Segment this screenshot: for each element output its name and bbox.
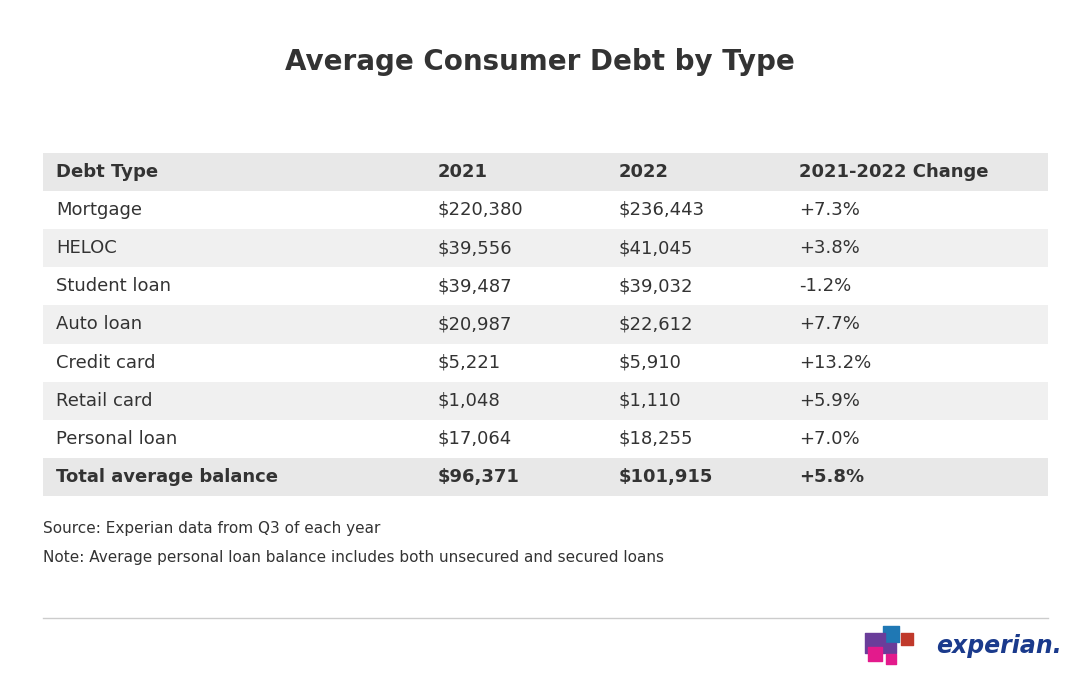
Bar <box>43 420 1048 458</box>
Text: +13.2%: +13.2% <box>799 354 872 371</box>
Text: 2021: 2021 <box>437 163 488 180</box>
Text: Mortgage: Mortgage <box>56 201 143 219</box>
Text: $220,380: $220,380 <box>437 201 524 219</box>
Bar <box>43 191 1048 229</box>
Text: $41,045: $41,045 <box>619 239 693 257</box>
Text: Auto loan: Auto loan <box>56 316 143 333</box>
Point <box>882 628 900 639</box>
Text: +5.9%: +5.9% <box>799 392 861 409</box>
Bar <box>43 267 1048 305</box>
Text: $39,487: $39,487 <box>437 278 512 295</box>
Text: HELOC: HELOC <box>56 239 117 257</box>
Text: 2021-2022 Change: 2021-2022 Change <box>799 163 989 180</box>
Text: Retail card: Retail card <box>56 392 152 409</box>
Text: $39,032: $39,032 <box>619 278 693 295</box>
Text: Source: Experian data from Q3 of each year: Source: Experian data from Q3 of each ye… <box>43 520 380 536</box>
Text: $5,910: $5,910 <box>619 354 681 371</box>
Text: Total average balance: Total average balance <box>56 468 279 486</box>
Text: Average Consumer Debt by Type: Average Consumer Debt by Type <box>285 49 795 76</box>
Text: +7.7%: +7.7% <box>799 316 861 333</box>
Point <box>899 634 916 645</box>
Text: +7.3%: +7.3% <box>799 201 861 219</box>
Point <box>882 642 900 653</box>
Bar <box>43 458 1048 496</box>
Text: -1.2%: -1.2% <box>799 278 852 295</box>
Text: +7.0%: +7.0% <box>799 430 860 448</box>
Text: Student loan: Student loan <box>56 278 171 295</box>
Text: +5.8%: +5.8% <box>799 468 865 486</box>
Text: 2022: 2022 <box>619 163 669 180</box>
Text: experian.: experian. <box>936 634 1062 658</box>
Text: Personal loan: Personal loan <box>56 430 177 448</box>
Text: $1,048: $1,048 <box>437 392 501 409</box>
Text: +3.8%: +3.8% <box>799 239 860 257</box>
Bar <box>43 229 1048 267</box>
Text: Note: Average personal loan balance includes both unsecured and secured loans: Note: Average personal loan balance incl… <box>43 550 664 565</box>
Bar <box>43 153 1048 191</box>
Point <box>866 638 883 649</box>
Text: $101,915: $101,915 <box>619 468 713 486</box>
Text: Credit card: Credit card <box>56 354 156 371</box>
Bar <box>43 305 1048 344</box>
Text: $18,255: $18,255 <box>619 430 693 448</box>
Bar <box>43 344 1048 382</box>
Text: $22,612: $22,612 <box>619 316 693 333</box>
Text: Debt Type: Debt Type <box>56 163 159 180</box>
Text: $17,064: $17,064 <box>437 430 512 448</box>
Text: $39,556: $39,556 <box>437 239 512 257</box>
Text: $1,110: $1,110 <box>619 392 681 409</box>
Bar <box>43 382 1048 420</box>
Text: $20,987: $20,987 <box>437 316 512 333</box>
Point <box>866 649 883 660</box>
Text: $96,371: $96,371 <box>437 468 519 486</box>
Point <box>882 653 900 664</box>
Text: $236,443: $236,443 <box>619 201 705 219</box>
Text: $5,221: $5,221 <box>437 354 501 371</box>
